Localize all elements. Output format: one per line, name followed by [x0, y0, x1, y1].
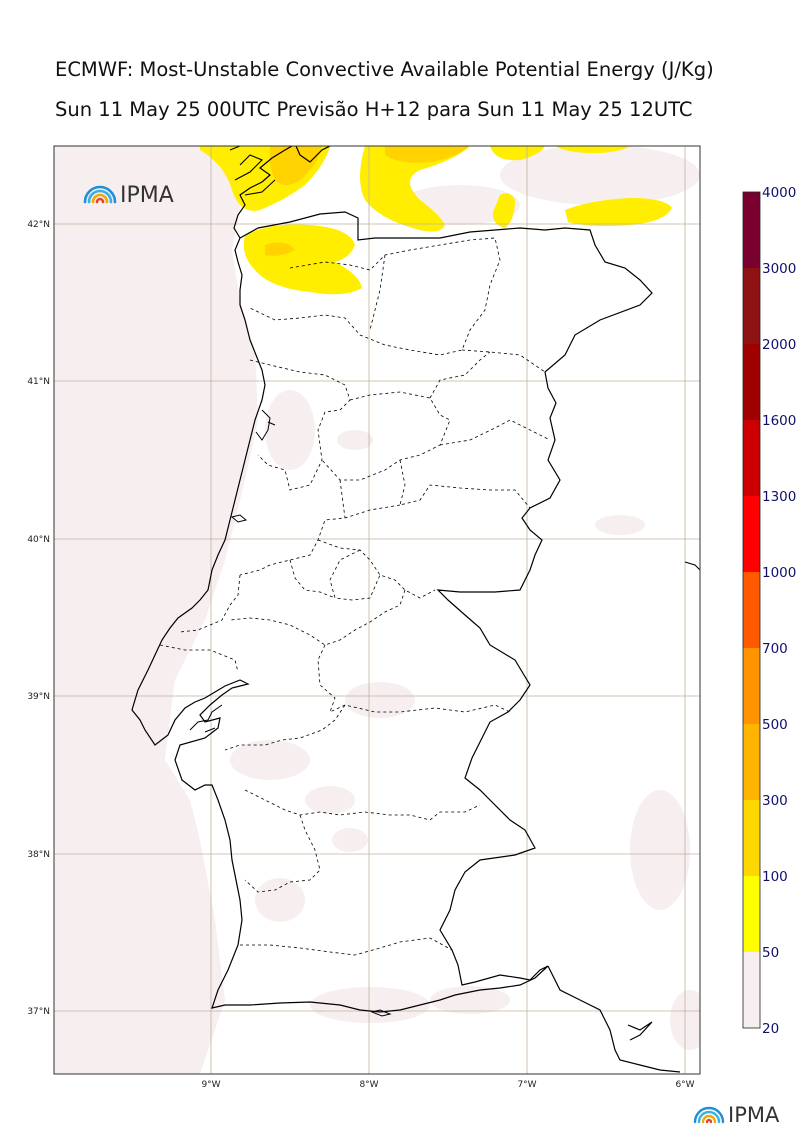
colorbar-tick-label: 20 [762, 1021, 779, 1037]
colorbar-segment [743, 800, 760, 876]
colorbar-segment [743, 876, 760, 952]
rainbow-arc-icon [83, 185, 117, 204]
aveiro-lagoon [255, 409, 276, 441]
lat-label: 39°N [27, 692, 50, 702]
footer-ipma-logo: IPMA [693, 1103, 780, 1127]
lat-label: 37°N [27, 1007, 50, 1017]
galicia-coast [233, 146, 331, 239]
lon-label: 7°W [517, 1080, 536, 1090]
colorbar-tick-label: 700 [762, 641, 788, 657]
map-frame [53, 145, 701, 1075]
logo-text: IPMA [120, 183, 174, 208]
chart-title: ECMWF: Most-Unstable Convective Availabl… [55, 58, 714, 81]
colorbar-segment [743, 496, 760, 572]
lat-label: 38°N [27, 850, 50, 860]
ipma-logo: IPMA [83, 183, 174, 208]
forecast-time-subtitle: Sun 11 May 25 00UTC Previsão H+12 para S… [55, 98, 693, 121]
colorbar-tick-label: 300 [762, 793, 788, 809]
tagus-estuary [189, 704, 223, 733]
spain-south-coast [547, 965, 681, 1073]
portugal-outline [131, 211, 653, 1013]
colorbar-border [742, 191, 761, 1029]
latitude-labels: 42°N 41°N 40°N 39°N 38°N 37°N [27, 220, 50, 1017]
colorbar-segment [743, 192, 760, 268]
colorbar-tick-label: 1000 [762, 565, 796, 581]
galicia-inlets [229, 146, 276, 196]
colorbar-segment [743, 344, 760, 420]
colorbar-tick-label: 4000 [762, 185, 796, 201]
faro-detail [370, 1009, 392, 1017]
colorbar-segment [743, 420, 760, 496]
colorbar-segment [743, 572, 760, 648]
colorbar-segment [743, 724, 760, 800]
lon-label: 8°W [359, 1080, 378, 1090]
low-cape-shading [54, 146, 700, 1074]
east-edge-detail [684, 561, 700, 571]
colorbar: 20 50 100 300 500 700 1000 1300 1600 2000 3000 4000 [742, 185, 796, 1037]
lat-label: 42°N [27, 220, 50, 230]
colorbar-segment [743, 268, 760, 344]
lon-label: 9°W [201, 1080, 220, 1090]
colorbar-tick-label: 50 [762, 945, 779, 961]
colorbar-tick-label: 100 [762, 869, 788, 885]
colorbar-segment [743, 952, 760, 1028]
colorbar-tick-label: 1600 [762, 413, 796, 429]
rainbow-arc-icon [693, 1106, 725, 1124]
mondego-detail [230, 514, 248, 523]
lon-label: 6°W [675, 1080, 694, 1090]
colorbar-tick-label: 1300 [762, 489, 796, 505]
district-boundaries [159, 237, 551, 956]
lat-label: 41°N [27, 377, 50, 387]
colorbar-tick-label: 500 [762, 717, 788, 733]
colorbar-tick-label: 2000 [762, 337, 796, 353]
cape-yellow-areas [200, 146, 672, 295]
lat-label: 40°N [27, 535, 50, 545]
colorbar-segment [743, 648, 760, 724]
longitude-labels: 9°W 8°W 7°W 6°W [201, 1080, 694, 1090]
footer-logo-text: IPMA [728, 1103, 780, 1127]
colorbar-tick-label: 3000 [762, 261, 796, 277]
graticule [54, 146, 700, 1074]
